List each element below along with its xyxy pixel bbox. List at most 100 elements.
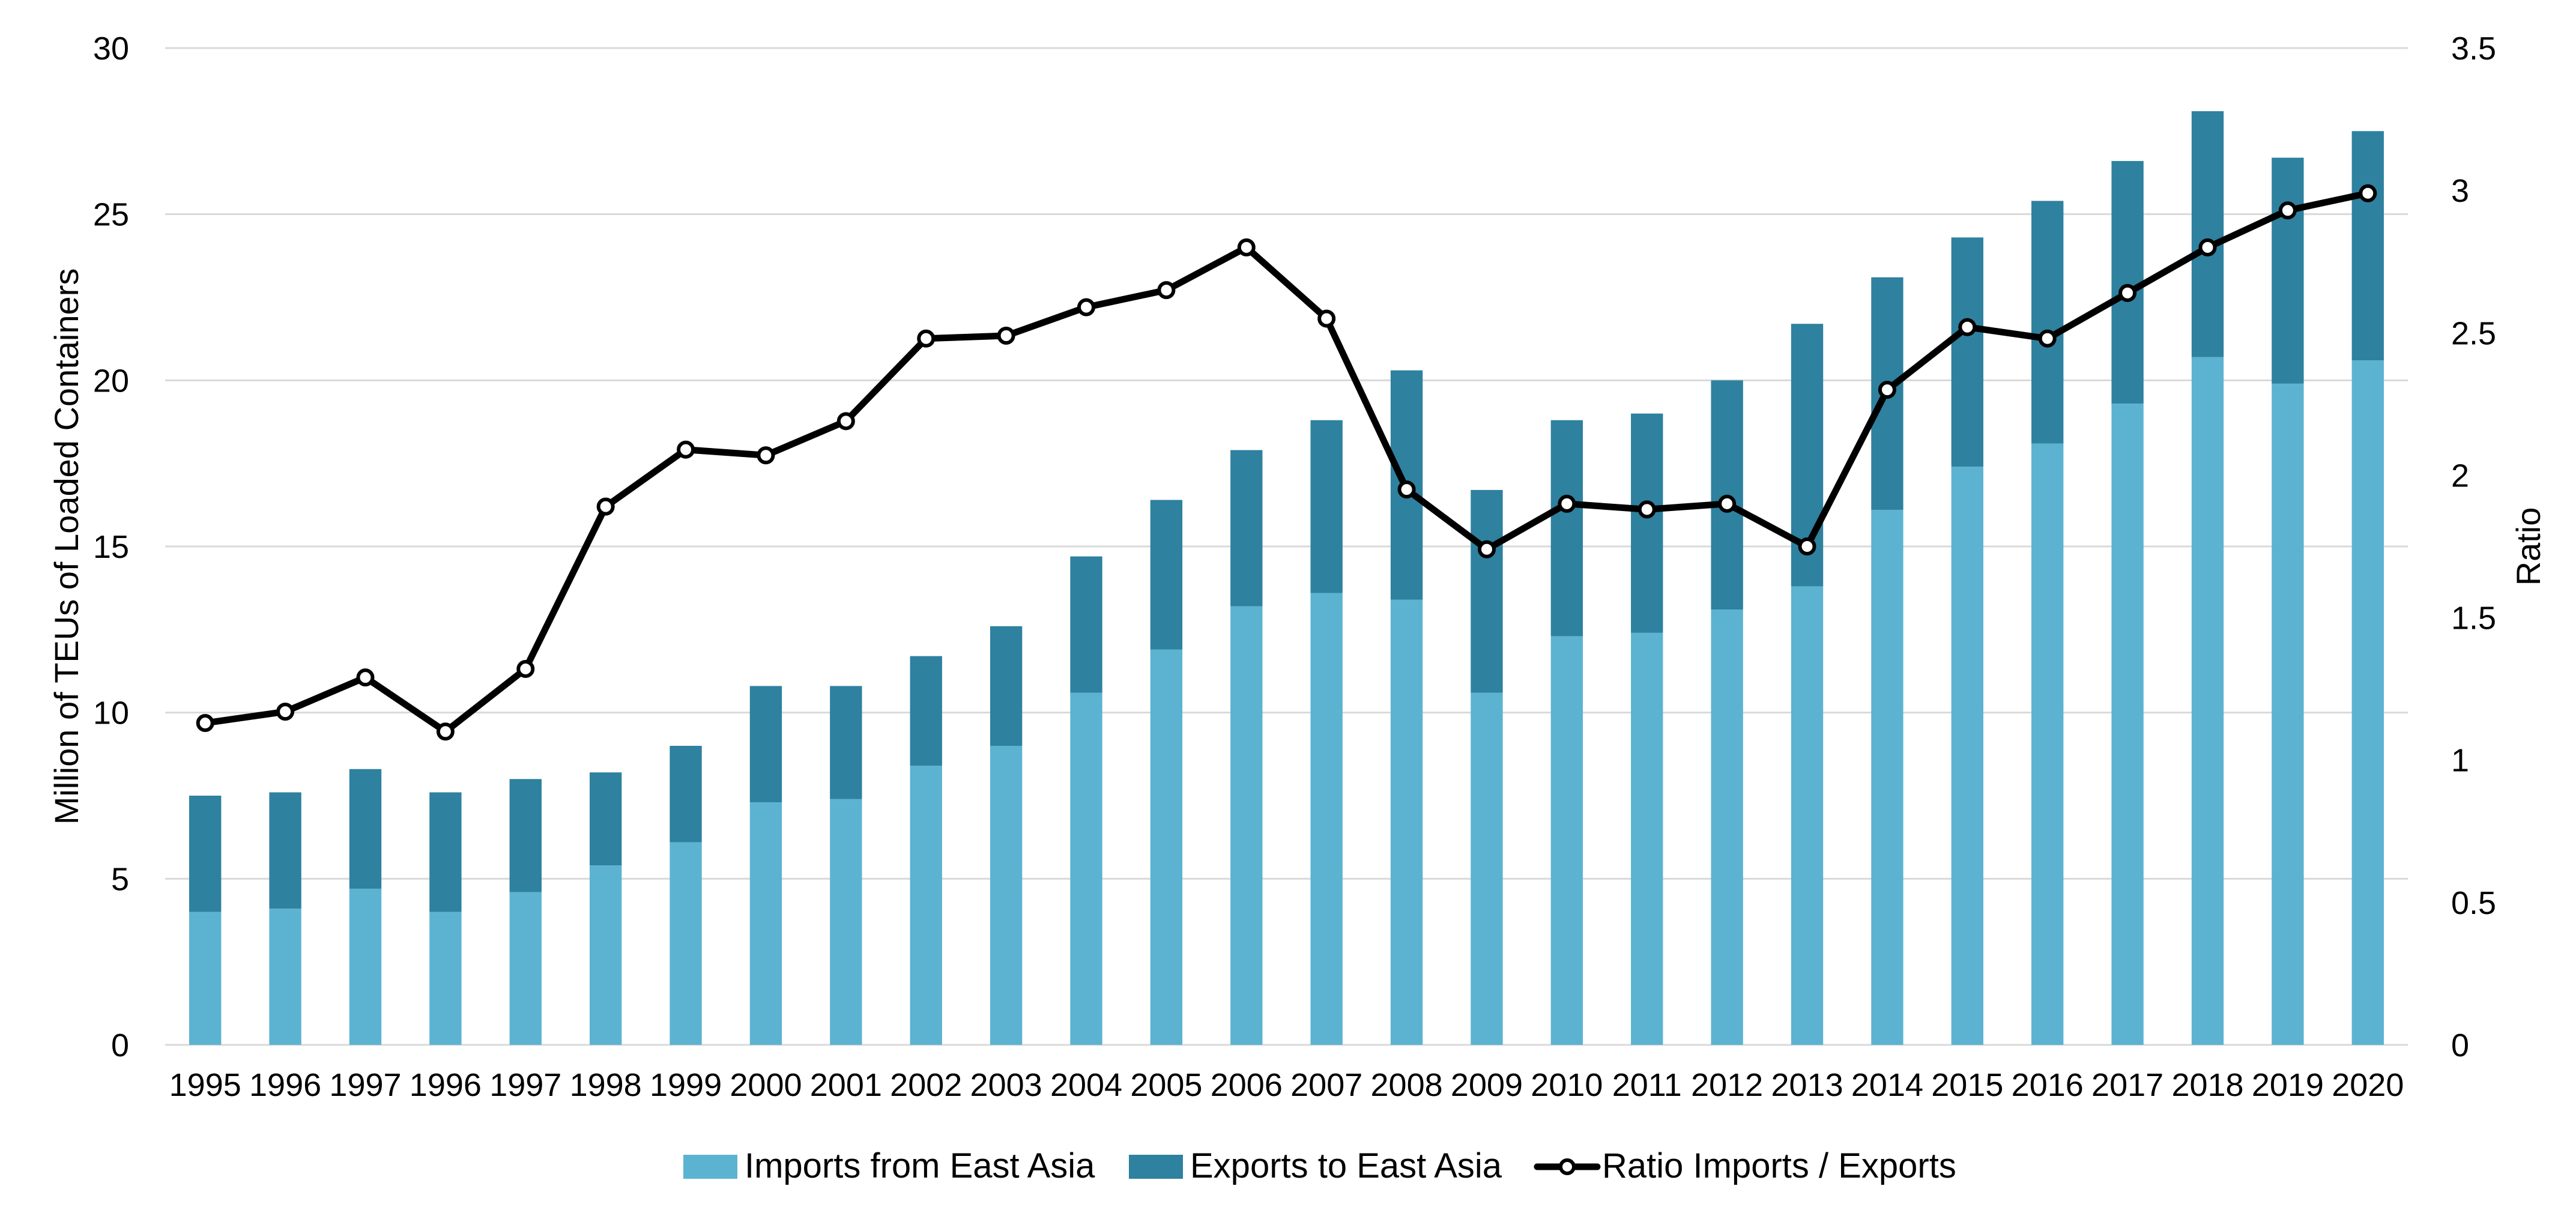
x-tick-label: 2004 (1050, 1067, 1122, 1103)
x-tick-label: 2015 (1931, 1067, 2003, 1103)
bar-exports-to-east-asia (830, 686, 862, 799)
bar-imports-from-east-asia (1070, 692, 1102, 1045)
x-tick-label: 2017 (2091, 1067, 2163, 1103)
ratio-point (1477, 540, 1496, 558)
legend-label-exports: Exports to East Asia (1190, 1146, 1502, 1185)
bar-exports-to-east-asia (429, 792, 462, 912)
bar-imports-from-east-asia (1871, 510, 1903, 1045)
bar-exports-to-east-asia (1230, 450, 1263, 607)
bar-imports-from-east-asia (1310, 593, 1343, 1045)
bar-exports-to-east-asia (2351, 131, 2384, 361)
ratio-point (2278, 201, 2297, 220)
bar-exports-to-east-asia (1150, 500, 1183, 650)
x-tick-label: 2007 (1290, 1067, 1362, 1103)
legend-label-ratio: Ratio Imports / Exports (1602, 1146, 1956, 1185)
x-tick-label: 2018 (2171, 1067, 2243, 1103)
bar-imports-from-east-asia (1791, 586, 1824, 1045)
ratio-point (436, 722, 455, 741)
ratio-point (1798, 537, 1816, 555)
x-tick-label: 2006 (1211, 1067, 1283, 1103)
ratio-point (1958, 318, 1977, 336)
bar-imports-from-east-asia (349, 888, 382, 1045)
x-tick-label: 2013 (1771, 1067, 1843, 1103)
x-tick-label: 2005 (1130, 1067, 1202, 1103)
x-tick-label: 2016 (2012, 1067, 2084, 1103)
ratio-point (757, 446, 775, 465)
bar-imports-from-east-asia (1150, 649, 1183, 1045)
bar-imports-from-east-asia (1230, 606, 1263, 1045)
ratio-line-series (196, 184, 2377, 741)
bar-exports-to-east-asia (670, 746, 702, 842)
gridlines (165, 47, 2408, 1046)
y2-tick-label: 1 (2451, 743, 2469, 779)
bar-exports-to-east-asia (509, 779, 542, 892)
bar-exports-to-east-asia (189, 796, 222, 912)
ratio-point (1878, 381, 1896, 399)
bar-exports-to-east-asia (589, 772, 622, 866)
x-tick-label: 1996 (410, 1067, 482, 1103)
x-tick-label: 2010 (1531, 1067, 1603, 1103)
y2-axis-title: Ratio (2509, 507, 2547, 586)
y2-tick-label: 0.5 (2451, 885, 2496, 921)
x-tick-label: 2011 (1612, 1067, 1682, 1103)
ratio-point (917, 329, 936, 348)
x-tick-label: 2003 (970, 1067, 1042, 1103)
y-tick-label: 10 (93, 695, 129, 731)
bar-imports-from-east-asia (830, 799, 862, 1045)
x-tick-label: 1997 (489, 1067, 561, 1103)
bar-imports-from-east-asia (1471, 692, 1503, 1045)
bar-series (189, 111, 2384, 1045)
bar-imports-from-east-asia (429, 912, 462, 1045)
legend-swatch-ratio-marker (1559, 1158, 1576, 1175)
bar-imports-from-east-asia (2031, 443, 2064, 1045)
bar-imports-from-east-asia (589, 865, 622, 1045)
x-tick-label: 1996 (249, 1067, 321, 1103)
legend-swatch-exports (1129, 1155, 1183, 1179)
bar-imports-from-east-asia (189, 912, 222, 1045)
x-tick-label: 2000 (730, 1067, 802, 1103)
bar-exports-to-east-asia (749, 686, 782, 803)
y-tick-label: 20 (93, 363, 129, 399)
bar-imports-from-east-asia (910, 766, 942, 1045)
ratio-point (276, 703, 295, 721)
x-tick-label: 1998 (570, 1067, 642, 1103)
y2-tick-label: 3 (2451, 173, 2469, 209)
bar-exports-to-east-asia (2272, 157, 2304, 384)
x-tick-label: 2012 (1691, 1067, 1763, 1103)
ratio-line (202, 190, 2371, 735)
bar-imports-from-east-asia (990, 746, 1023, 1045)
bar-exports-to-east-asia (1310, 420, 1343, 593)
y2-tick-label: 2.5 (2451, 315, 2496, 351)
x-tick-label: 2020 (2332, 1067, 2404, 1103)
bar-imports-from-east-asia (509, 892, 542, 1045)
bar-imports-from-east-asia (749, 802, 782, 1045)
bar-exports-to-east-asia (1631, 413, 1663, 633)
ratio-point (2038, 329, 2057, 348)
bar-exports-to-east-asia (1471, 489, 1503, 693)
ratio-point (196, 714, 214, 733)
ratio-point (1317, 309, 1336, 328)
ratio-point (1718, 494, 1737, 513)
legend-label-imports: Imports from East Asia (745, 1146, 1095, 1185)
y-tick-label: 15 (93, 529, 129, 565)
ratio-point (1397, 480, 1416, 499)
bar-exports-to-east-asia (990, 626, 1023, 746)
legend: Imports from East Asia Exports to East As… (683, 1146, 1956, 1185)
ratio-point (1157, 281, 1176, 300)
bar-imports-from-east-asia (1711, 610, 1743, 1045)
ratio-point (677, 440, 695, 459)
y2-tick-label: 3.5 (2451, 31, 2496, 67)
bar-exports-to-east-asia (1951, 237, 1984, 467)
bar-exports-to-east-asia (1070, 556, 1102, 693)
bar-imports-from-east-asia (2272, 383, 2304, 1045)
ratio-point (2359, 184, 2377, 202)
x-tick-label: 2009 (1451, 1067, 1523, 1103)
x-tick-label: 1999 (650, 1067, 722, 1103)
bar-exports-to-east-asia (2191, 111, 2224, 357)
ratio-point (516, 659, 535, 678)
y2-tick-label: 1.5 (2451, 600, 2496, 637)
ratio-point (2118, 283, 2137, 302)
y-tick-label: 25 (93, 197, 129, 233)
